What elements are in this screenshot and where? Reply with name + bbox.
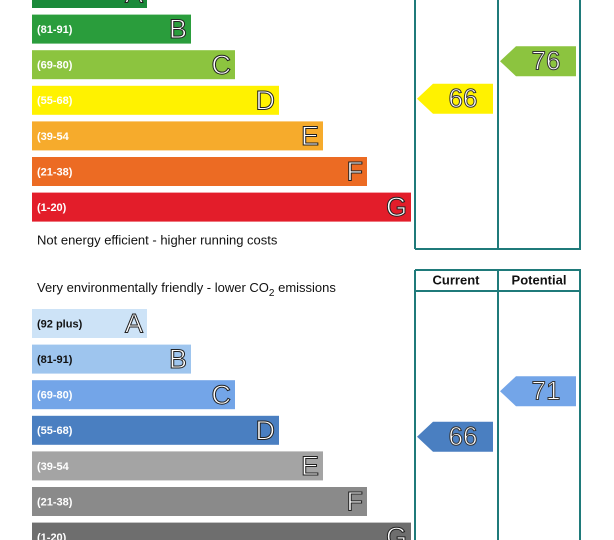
- band-range: (1-20): [37, 532, 67, 540]
- potential-value: 76: [532, 46, 561, 76]
- band: [32, 522, 411, 540]
- band-range: (69-80): [37, 60, 73, 72]
- band: [32, 309, 147, 338]
- band: [32, 192, 411, 222]
- potential-value: 71: [532, 376, 561, 406]
- band-range: (55-68): [37, 425, 73, 437]
- band: [32, 451, 323, 481]
- band-range: (39-54: [37, 131, 70, 143]
- band-letter: F: [347, 157, 364, 187]
- band-letter: G: [386, 522, 407, 540]
- band: [32, 85, 279, 115]
- current-value: 66: [449, 421, 478, 451]
- band-range: (92 plus): [37, 318, 83, 330]
- band-letter: D: [256, 85, 276, 115]
- column-header: Current: [433, 272, 481, 287]
- band-range: (39-54: [37, 461, 70, 473]
- caption: Not energy efficient - higher running co…: [37, 232, 278, 247]
- band-range: (55-68): [37, 95, 73, 107]
- band-letter: B: [169, 14, 187, 44]
- potential-arrow: [500, 376, 576, 407]
- band: [32, 380, 235, 410]
- band: [32, 0, 147, 8]
- frame: [414, 0, 581, 540]
- band-letter: A: [125, 309, 143, 339]
- band-range: (1-20): [37, 202, 67, 214]
- band: [32, 121, 323, 151]
- band-range: (81-91): [37, 24, 73, 36]
- caption: Very environmentally friendly - lower CO…: [37, 280, 336, 298]
- current-arrow: [417, 421, 493, 452]
- band-letter: C: [212, 380, 232, 410]
- current-arrow: [417, 83, 493, 114]
- band-range: (21-38): [37, 496, 73, 508]
- band-letter: D: [256, 415, 276, 445]
- caption-part: emissions: [274, 280, 336, 295]
- band-letter: E: [301, 451, 319, 481]
- band: [32, 50, 235, 80]
- column-header: Potential: [512, 272, 567, 287]
- band: [32, 344, 191, 374]
- band-letter: E: [301, 121, 319, 151]
- band-letter: C: [212, 50, 232, 80]
- caption-part: 2: [269, 288, 275, 299]
- potential-arrow: [500, 46, 576, 77]
- band-letter: B: [169, 344, 187, 374]
- band-letter: G: [386, 192, 407, 222]
- band-range: (81-91): [37, 354, 73, 366]
- band: [32, 157, 367, 186]
- band: [32, 14, 191, 44]
- band-letter: A: [125, 0, 143, 9]
- band-letter: F: [347, 487, 364, 517]
- band: [32, 487, 367, 516]
- band: [32, 415, 279, 445]
- band-range: (69-80): [37, 390, 73, 402]
- current-value: 66: [449, 83, 478, 113]
- band-range: (21-38): [37, 166, 73, 178]
- caption-part: Very environmentally friendly - lower CO: [37, 280, 269, 295]
